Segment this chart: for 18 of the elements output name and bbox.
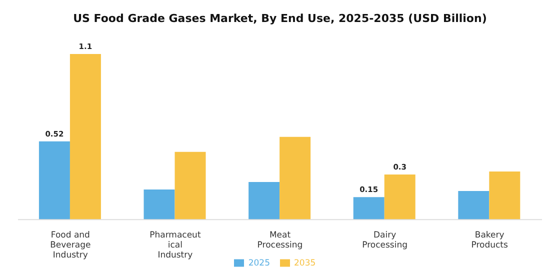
bar [489, 171, 520, 220]
legend-label: 2025 [248, 258, 270, 268]
bar [248, 182, 280, 220]
x-tick-label: Food and Beverage Industry [50, 230, 91, 261]
x-tick-label: Pharmaceut ical Industry [150, 230, 202, 261]
x-tick-label: Meat Processing [257, 230, 303, 251]
chart-title: US Food Grade Gases Market, By End Use, 2025-2035 (USD Billion) [72, 11, 488, 27]
x-tick-label: Bakery Products [471, 230, 509, 251]
bar [458, 191, 490, 220]
legend-label: 2035 [294, 258, 316, 268]
bar [384, 174, 416, 220]
bar [38, 141, 70, 220]
bar [144, 190, 175, 220]
bar [280, 136, 311, 220]
bar [353, 197, 384, 220]
bar [174, 152, 206, 220]
x-tick-label: Dairy Processing [362, 230, 408, 251]
bar [70, 54, 101, 220]
